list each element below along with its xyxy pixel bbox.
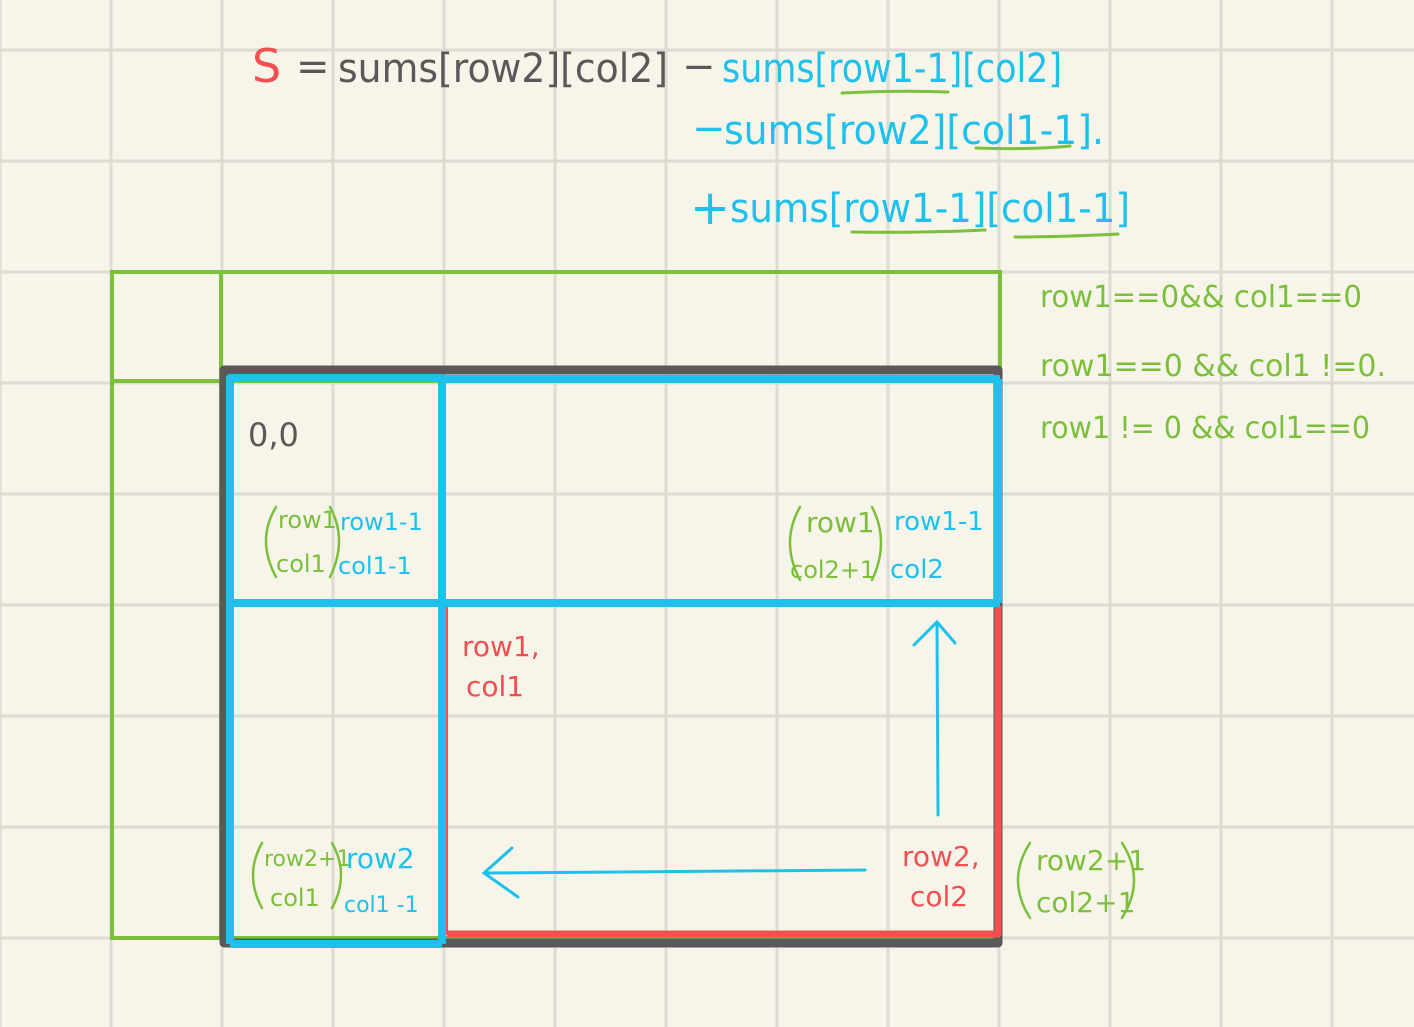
- formula: S = sums[row2][col2] − sums[row1-1][col2…: [252, 39, 1130, 236]
- tl-blue-row: row1-1: [340, 508, 423, 536]
- out-open-paren: [1016, 841, 1032, 920]
- coordinate-brackets: [251, 505, 1136, 920]
- tr-blue-col: col2: [890, 555, 944, 585]
- outside-col: col2+1: [1036, 886, 1135, 919]
- tl-close-paren: [328, 505, 341, 579]
- condition-1: row1==0&& col1==0: [1040, 280, 1362, 315]
- condition-3: row1 != 0 && col1==0: [1040, 411, 1370, 446]
- formula-term4: sums[row1-1][col1-1]: [730, 186, 1130, 232]
- bl-open-paren: [251, 841, 264, 910]
- tl-blue-col: col1-1: [338, 552, 412, 580]
- red-start-col: col1: [466, 670, 524, 703]
- bl-green-col: col1: [270, 884, 320, 912]
- arrows: [481, 619, 957, 899]
- bl-blue-row: row2: [346, 842, 415, 875]
- cell-labels: 0,0 row1 col1 row1-1 col1-1 row1 col2+1 …: [248, 416, 1146, 919]
- origin-label: 0,0: [248, 416, 299, 454]
- tl-open-paren: [264, 505, 278, 579]
- formula-minus1: −: [682, 44, 716, 90]
- blue-regions: [226, 374, 1002, 948]
- tl-green-row: row1: [278, 506, 337, 534]
- underline-col1-1: [974, 144, 1072, 151]
- outside-row: row2+1: [1036, 844, 1146, 877]
- tl-green-col: col1: [276, 550, 326, 578]
- bl-blue-col: col1 -1: [344, 893, 419, 918]
- target-region: [446, 606, 1002, 938]
- formula-eq: =: [296, 44, 330, 90]
- formula-term3: sums[row2][col1-1].: [724, 108, 1104, 154]
- formula-s: S: [252, 39, 281, 93]
- out-close-paren: [1120, 841, 1136, 920]
- arrow-left-icon: [481, 846, 867, 899]
- underline-col1-1-b: [1013, 232, 1120, 239]
- blue-top-left-cell: [226, 374, 446, 607]
- tr-green-col: col2+1: [790, 556, 875, 584]
- formula-plus: +: [690, 180, 730, 236]
- tr-green-row: row1: [806, 506, 875, 539]
- condition-2: row1==0 && col1 !=0.: [1040, 349, 1386, 384]
- underline-row1-1: [840, 89, 950, 95]
- underline-row1-1-b: [850, 228, 987, 234]
- red-end-row: row2,: [902, 840, 980, 873]
- tr-blue-row: row1-1: [894, 507, 984, 537]
- bl-close-paren: [330, 841, 343, 910]
- conditions: row1==0&& col1==0 row1==0 && col1 !=0. r…: [1040, 280, 1386, 446]
- formula-term2: sums[row1-1][col2]: [722, 46, 1062, 92]
- tr-close-paren: [870, 505, 883, 582]
- formula-underlines: [840, 89, 1120, 239]
- bl-green-row: row2+1: [264, 847, 350, 872]
- formula-minus2: −: [692, 106, 726, 152]
- red-start-row: row1,: [462, 630, 540, 663]
- red-end-col: col2: [910, 880, 968, 913]
- tr-open-paren: [788, 505, 802, 582]
- formula-term1: sums[row2][col2]: [338, 46, 668, 92]
- arrow-up-icon: [912, 619, 957, 817]
